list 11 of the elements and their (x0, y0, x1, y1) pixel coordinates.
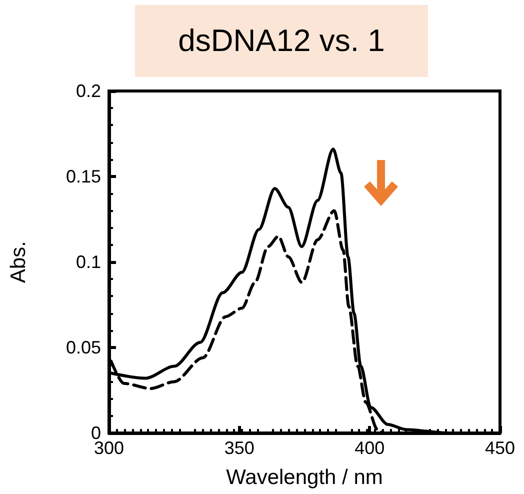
x-tick-label: 400 (354, 438, 385, 458)
x-tick-label: 300 (94, 438, 124, 458)
y-axis-title: Abs. (7, 240, 30, 284)
x-tick-label: 350 (224, 438, 254, 458)
x-axis-title: Wavelength / nm (226, 466, 383, 489)
chart-title: dsDNA12 vs. 1 (135, 5, 428, 77)
y-tick-label: 0.05 (66, 338, 101, 358)
y-tick-label: 0.15 (66, 166, 101, 186)
y-tick-label: 0.2 (76, 81, 101, 101)
y-tick-label: 0.1 (76, 252, 101, 272)
x-tick-label: 450 (484, 438, 516, 458)
